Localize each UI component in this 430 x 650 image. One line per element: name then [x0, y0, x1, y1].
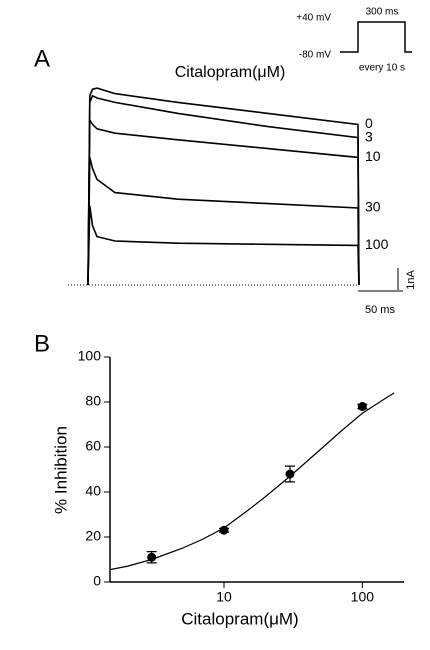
fit-curve [109, 392, 395, 571]
protocol-step [340, 21, 412, 53]
y-tick-label: 60 [85, 438, 101, 454]
panel-label: A [34, 45, 50, 72]
x-axis-label: Citalopram(μM) [181, 609, 298, 628]
scale-label: 1nA [405, 270, 417, 290]
data-point [147, 552, 157, 562]
data-point [357, 402, 367, 411]
trace-label: 3 [365, 128, 373, 144]
protocol-label: 300 ms [366, 7, 399, 18]
y-tick-label: 0 [93, 573, 101, 589]
y-tick-label: 100 [78, 348, 102, 364]
data-point [219, 525, 229, 535]
protocol-label: -80 mV [299, 50, 332, 61]
current-trace [87, 117, 360, 286]
protocol-label: +40 mV [296, 13, 331, 24]
panel-label: B [34, 330, 50, 357]
y-tick-label: 20 [85, 528, 101, 544]
y-tick-label: 40 [85, 483, 101, 499]
x-tick-label: 100 [351, 589, 375, 605]
panel-title: Citalopram(μM) [175, 64, 286, 81]
current-trace [87, 205, 360, 286]
trace-label: 10 [365, 148, 381, 164]
current-trace [87, 157, 360, 286]
current-trace [87, 94, 360, 286]
trace-label: 100 [365, 236, 389, 252]
x-tick-label: 10 [216, 589, 232, 605]
y-tick-label: 80 [85, 393, 101, 409]
protocol-label: every 10 s [359, 63, 405, 74]
current-trace [87, 87, 360, 286]
trace-label: 0 [365, 115, 373, 131]
y-axis-label: % Inhibition [51, 426, 70, 514]
scale-label: 50 ms [365, 304, 395, 316]
trace-label: 30 [365, 199, 381, 215]
data-point [285, 469, 295, 479]
